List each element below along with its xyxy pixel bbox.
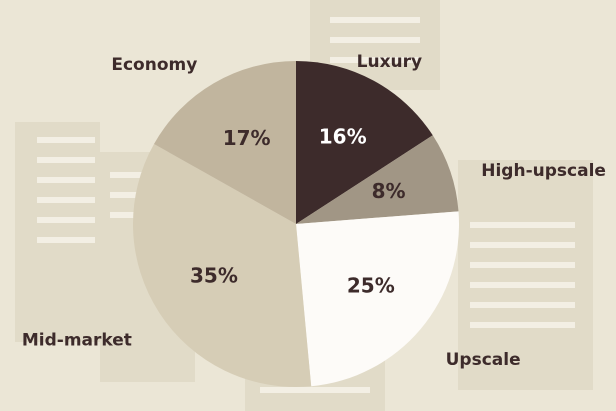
pie-slice — [154, 61, 296, 224]
slice-value-label: 8% — [372, 179, 406, 203]
category-label: Economy — [111, 55, 197, 75]
pie-slice — [132, 143, 312, 387]
category-label: Mid-market — [22, 330, 132, 350]
pie: 16% Luxury 8% High-upscale 25% Upscale 35% Mid-… — [22, 52, 606, 387]
pie-slice — [296, 61, 433, 224]
background-buildings — [15, 0, 593, 411]
category-label: Upscale — [446, 350, 521, 370]
slice-value-label: 25% — [347, 273, 395, 297]
slice-value-label: 35% — [190, 264, 238, 288]
slice-value-label: 17% — [223, 126, 271, 150]
category-label: High-upscale — [481, 161, 606, 181]
pie-slice — [296, 211, 459, 387]
category-label: Luxury — [357, 52, 422, 72]
pie-slice — [296, 135, 459, 224]
slice-value-label: 16% — [319, 125, 367, 149]
